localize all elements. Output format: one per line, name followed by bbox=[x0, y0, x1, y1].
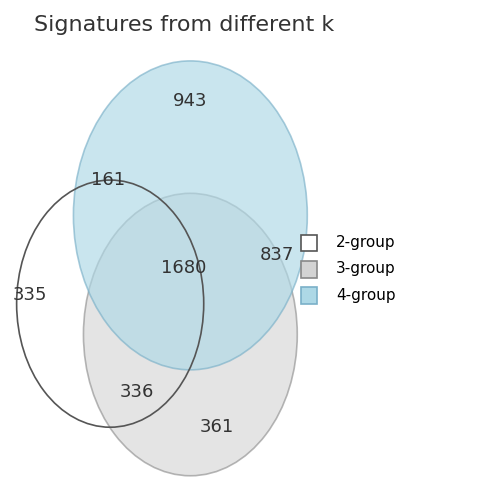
Circle shape bbox=[74, 61, 307, 370]
Circle shape bbox=[84, 194, 297, 476]
Text: 161: 161 bbox=[91, 171, 125, 189]
Text: 361: 361 bbox=[200, 418, 234, 436]
Text: 943: 943 bbox=[173, 92, 208, 110]
Title: Signatures from different k: Signatures from different k bbox=[34, 15, 334, 35]
Text: 336: 336 bbox=[120, 383, 154, 401]
Legend: 2-group, 3-group, 4-group: 2-group, 3-group, 4-group bbox=[293, 225, 403, 311]
Text: 1680: 1680 bbox=[161, 260, 206, 277]
Text: 837: 837 bbox=[260, 246, 294, 264]
Text: 335: 335 bbox=[13, 286, 47, 304]
